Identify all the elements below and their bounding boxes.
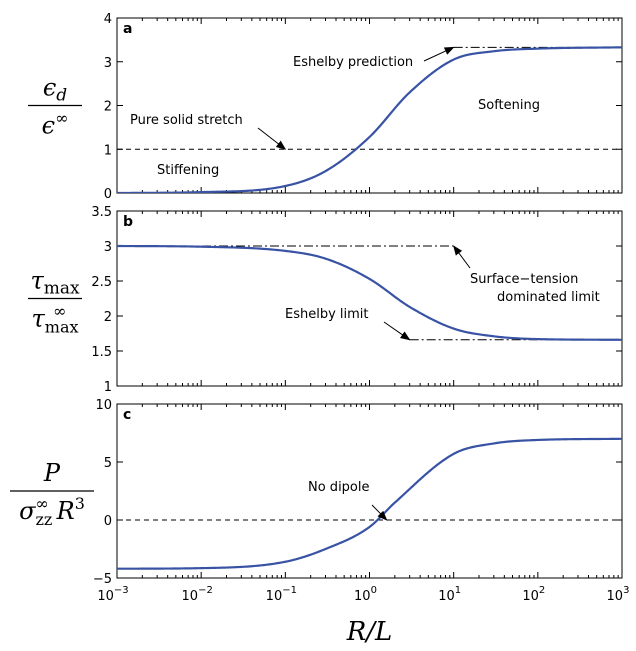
y-tick-label: 3.5 (91, 205, 112, 220)
ylabel-numerator: P (43, 459, 61, 487)
data-curve-a (117, 46, 622, 193)
x-tick-label: 103 (607, 585, 630, 604)
y-tick-label: 10 (95, 398, 112, 413)
x-tick-label: 102 (522, 585, 545, 604)
x-tick-label-exponent: −1 (282, 585, 297, 596)
x-tick-label: 100 (354, 585, 377, 604)
y-tick-label: 5 (104, 456, 112, 471)
ylabel-numerator-subscript: d (56, 86, 67, 106)
data-curve-c (117, 437, 622, 570)
x-tick-label-exponent: −3 (114, 585, 129, 596)
y-tick-label: 1 (104, 143, 112, 158)
panel-a: 0 1 2 3 4a Eshelby prediction Softening Pure so… (28, 12, 623, 202)
y-tick-label: 1.5 (91, 345, 112, 360)
x-tick-label-exponent: −2 (198, 585, 213, 596)
annotation-text: Pure solid stretch (130, 113, 243, 128)
panel-letter-b: b (123, 214, 133, 230)
annotation-text: Softening (478, 98, 540, 113)
plot-area-c (117, 437, 622, 570)
plot-frame-c (116, 403, 623, 579)
annotation-arrow (453, 245, 471, 269)
annotation-text: Stiffening (157, 163, 219, 178)
panel-b: 1 1.5 2 2.5 3 3.5 b Surface−tension dominated li… (28, 205, 623, 395)
y-tick-label: −5 (93, 572, 112, 587)
ylabel-denominator-tail-superscript: 3 (75, 494, 85, 513)
ylabel-numerator-subscript: max (44, 279, 80, 299)
ylabel-denominator: τmax∞ (31, 302, 78, 337)
ylabel-denominator-superscript: ∞ (53, 302, 66, 321)
y-axis-label-a: ϵdϵ∞ (28, 74, 82, 140)
ylabel-denominator: σzz∞ R3 (19, 494, 85, 529)
ylabel-numerator: τmax (30, 267, 80, 299)
x-tick-label: 10−1 (266, 585, 297, 604)
panel-letter-a: a (123, 21, 132, 37)
annotation-arrow (423, 46, 455, 62)
annotation-arrow (371, 504, 388, 521)
y-tick-label: 0 (104, 514, 112, 529)
x-tick-label-exponent: 3 (623, 585, 629, 596)
ylabel-denominator-subscript: max (45, 318, 79, 337)
ylabel-denominator-superscript: ∞ (55, 109, 68, 128)
annotation-text: Eshelby prediction (293, 55, 413, 70)
annotation-text: No dipole (308, 480, 370, 495)
plot-area-a (117, 46, 622, 193)
x-tick-label-exponent: 2 (539, 585, 545, 596)
x-tick-label-exponent: 0 (371, 585, 377, 596)
ylabel-denominator: ϵ∞ (42, 109, 69, 140)
y-tick-label: 3 (104, 240, 112, 255)
annotation-arrow (257, 127, 287, 150)
ylabel-denominator-tail: R (56, 497, 75, 525)
data-curve-b (117, 244, 622, 341)
x-tick-label: 10−2 (182, 585, 213, 604)
plot-area-b (117, 244, 622, 341)
x-tick-label: 10−3 (97, 585, 128, 604)
annotation-text: Eshelby limit (285, 307, 369, 322)
y-tick-label: 0 (104, 187, 112, 202)
ylabel-denominator-subscript: zz (35, 510, 52, 529)
x-tick-label: 101 (438, 585, 461, 604)
y-tick-label: 2 (104, 100, 112, 115)
ylabel-numerator: ϵd (43, 74, 67, 106)
x-axis-title: R/L (346, 617, 393, 647)
ylabel-denominator-superscript: ∞ (35, 494, 48, 513)
panels-layer: 0 1 2 3 4a Eshelby prediction Softening Pure so… (10, 12, 623, 587)
panel-letter-c: c (123, 407, 131, 423)
annotation-text: Surface−tension (470, 272, 578, 287)
y-tick-label: 3 (104, 56, 112, 71)
annotation-text: dominated limit (497, 290, 600, 305)
y-tick-label: 2 (104, 310, 112, 325)
y-tick-label: 1 (104, 380, 112, 395)
x-tick-label-exponent: 1 (455, 585, 461, 596)
annotation-arrow (383, 321, 411, 341)
y-tick-label: 2.5 (91, 275, 112, 290)
y-tick-label: 4 (104, 12, 112, 27)
